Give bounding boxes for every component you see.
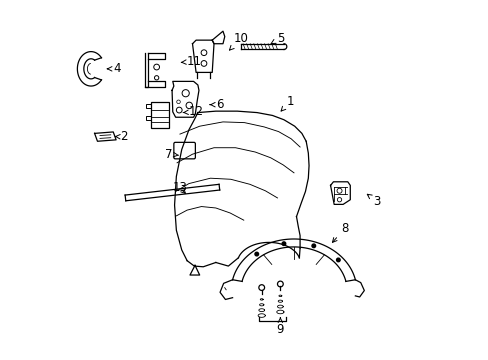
- Text: 13: 13: [172, 181, 187, 194]
- Text: 8: 8: [332, 222, 348, 242]
- Text: 2: 2: [115, 130, 128, 144]
- Text: 11: 11: [181, 55, 202, 68]
- Bar: [146, 116, 150, 120]
- Text: 5: 5: [270, 32, 284, 45]
- Bar: [150, 102, 169, 128]
- Text: 10: 10: [229, 32, 248, 50]
- Circle shape: [336, 258, 340, 262]
- Text: 3: 3: [366, 194, 380, 208]
- Text: 4: 4: [107, 62, 121, 75]
- Bar: [146, 104, 150, 108]
- Text: 9: 9: [276, 318, 284, 336]
- Circle shape: [282, 242, 285, 246]
- Circle shape: [311, 244, 315, 248]
- Text: 1: 1: [281, 95, 294, 111]
- Circle shape: [254, 252, 258, 256]
- Text: 7: 7: [165, 148, 178, 161]
- Text: 6: 6: [210, 98, 223, 111]
- Text: 12: 12: [183, 105, 203, 118]
